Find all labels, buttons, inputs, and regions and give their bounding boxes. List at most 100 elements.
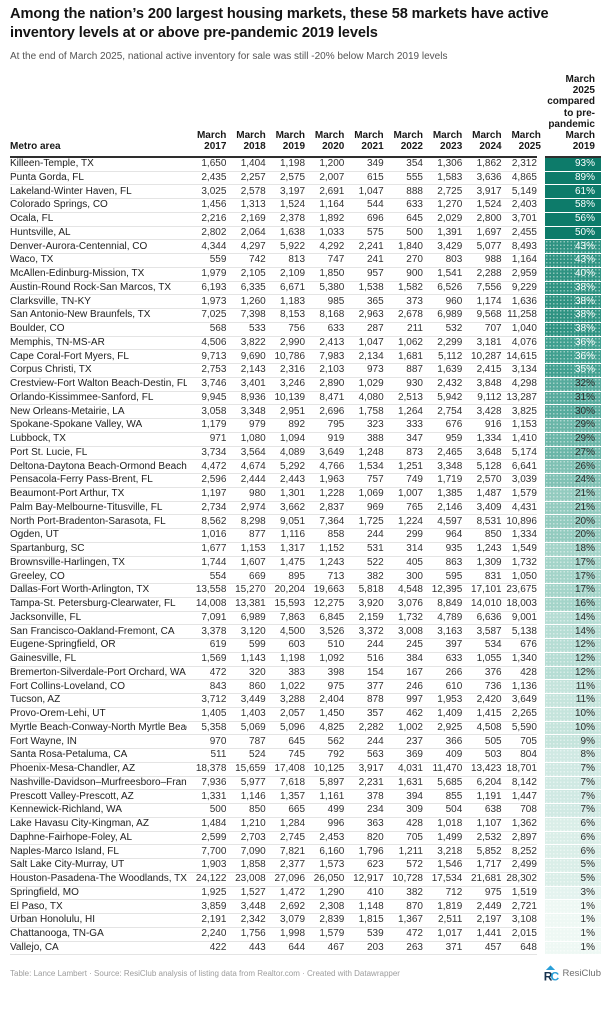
pct-cell: 11%	[536, 693, 601, 708]
col-header-march-2022: March 2022	[383, 73, 423, 159]
metro-cell: Memphis, TN-MS-AR	[10, 336, 188, 351]
metro-cell: Orlando-Kissimmee-Sanford, FL	[10, 391, 188, 406]
value-cell: 1,136	[501, 679, 541, 694]
value-cell: 1,290	[305, 886, 345, 901]
value-cell: 4,089	[265, 446, 306, 461]
metro-cell: Boulder, CO	[10, 322, 188, 337]
value-cell: 9,690	[226, 349, 266, 364]
pct-cell: 29%	[536, 418, 601, 433]
value-cell: 2,105	[226, 267, 266, 282]
value-cell: 1,538	[344, 281, 384, 296]
table-row: Fort Collins-Loveland, CO 843 860 1,022 975 3…	[10, 679, 601, 694]
value-cell: 979	[226, 418, 266, 433]
value-cell: 1,499	[422, 831, 463, 846]
resiclub-logo-text: ResiClub	[562, 968, 601, 980]
value-cell: 376	[462, 666, 502, 681]
value-cell: 154	[344, 666, 384, 681]
pct-cell: 36%	[536, 336, 601, 351]
value-cell: 17,534	[422, 872, 463, 887]
value-cell: 1,472	[265, 886, 306, 901]
value-cell: 1,534	[344, 459, 384, 474]
metro-cell: Punta Gorda, FL	[10, 171, 188, 186]
resiclub-logo[interactable]: R C ResiClub	[542, 965, 601, 982]
table-row: Santa Rosa-Petaluma, CA 511 524 745 792 563 36…	[10, 748, 601, 763]
value-cell: 6,204	[462, 776, 502, 791]
value-cell: 2,578	[226, 184, 266, 199]
value-cell: 14,010	[462, 597, 502, 612]
table-row: Palm Bay-Melbourne-Titusville, FL 2,734 2,…	[10, 501, 601, 516]
value-cell: 505	[462, 734, 502, 749]
pct-cell: 17%	[536, 583, 601, 598]
metro-cell: Brownsville-Harlingen, TX	[10, 556, 188, 571]
value-cell: 10,125	[305, 762, 345, 777]
value-cell: 747	[305, 253, 345, 268]
value-cell: 619	[187, 638, 227, 653]
value-cell: 1,607	[226, 556, 266, 571]
pct-cell: 12%	[536, 666, 601, 681]
value-cell: 3,429	[422, 239, 463, 254]
metro-cell: Tampa-St. Petersburg-Clearwater, FL	[10, 597, 188, 612]
value-cell: 7,936	[187, 776, 227, 791]
value-cell: 858	[305, 528, 345, 543]
value-cell: 2,057	[265, 707, 306, 722]
value-cell: 4,472	[187, 459, 227, 474]
value-cell: 472	[187, 666, 227, 681]
value-cell: 10,896	[501, 514, 541, 529]
table-footer: Table: Lance Lambert · Source: ResiClub …	[10, 965, 601, 982]
value-cell: 1,815	[344, 913, 384, 928]
value-cell: 707	[462, 322, 502, 337]
value-cell: 7,091	[187, 611, 227, 626]
value-cell: 1,198	[265, 652, 306, 667]
metro-cell: Huntsville, AL	[10, 226, 188, 241]
value-cell: 1,016	[187, 528, 227, 543]
value-cell: 354	[383, 157, 423, 172]
value-cell: 462	[383, 707, 423, 722]
value-cell: 599	[226, 638, 266, 653]
value-cell: 1,306	[422, 157, 463, 172]
value-cell: 1,047	[344, 184, 384, 199]
table-row: Salt Lake City-Murray, UT 1,903 1,858 2,377…	[10, 858, 601, 873]
value-cell: 1,963	[305, 473, 345, 488]
value-cell: 2,007	[305, 171, 345, 186]
value-cell: 9,713	[187, 349, 227, 364]
table-row: Vallejo, CA 422 443 644 467 203 263 371 457 648 1%	[10, 941, 601, 956]
metro-cell: Cape Coral-Fort Myers, FL	[10, 349, 188, 364]
value-cell: 2,734	[187, 501, 227, 516]
value-cell: 2,696	[305, 404, 345, 419]
value-cell: 5,077	[462, 239, 502, 254]
table-row: Spartanburg, SC 1,677 1,153 1,317 1,152 531 31…	[10, 542, 601, 557]
value-cell: 2,513	[383, 391, 423, 406]
value-cell: 1,331	[187, 789, 227, 804]
value-cell: 323	[344, 418, 384, 433]
value-cell: 384	[383, 652, 423, 667]
value-cell: 13,423	[462, 762, 502, 777]
value-cell: 8,936	[226, 391, 266, 406]
value-cell: 1,925	[187, 886, 227, 901]
value-cell: 5,292	[265, 459, 306, 474]
pct-cell: 8%	[536, 748, 601, 763]
value-cell: 1,456	[187, 198, 227, 213]
value-cell: 665	[265, 803, 306, 818]
table-row: Boulder, CO 568 533 756 633 287 211 532 707 1,040…	[10, 322, 601, 337]
value-cell: 1,385	[422, 487, 463, 502]
value-cell: 347	[383, 432, 423, 447]
value-cell: 363	[344, 817, 384, 832]
pct-cell: 43%	[536, 253, 601, 268]
value-cell: 1,183	[265, 294, 306, 309]
value-cell: 756	[265, 322, 306, 337]
value-cell: 2,109	[265, 267, 306, 282]
value-cell: 1,405	[187, 707, 227, 722]
metro-cell: Palm Bay-Melbourne-Titusville, FL	[10, 501, 188, 516]
value-cell: 1,441	[462, 927, 502, 942]
col-header-march-2020: March 2020	[305, 73, 345, 159]
metro-cell: Springfield, MO	[10, 886, 188, 901]
value-cell: 1,858	[226, 858, 266, 873]
metro-cell: Kennewick-Richland, WA	[10, 803, 188, 818]
col-header-march-2019: March 2019	[265, 73, 306, 159]
value-cell: 299	[383, 528, 423, 543]
value-cell: 696	[344, 212, 384, 227]
value-cell: 895	[265, 569, 306, 584]
table-row: Corpus Christi, TX 2,753 2,143 2,316 2,103 97…	[10, 363, 601, 378]
value-cell: 6,636	[462, 611, 502, 626]
value-cell: 8,493	[501, 239, 541, 254]
